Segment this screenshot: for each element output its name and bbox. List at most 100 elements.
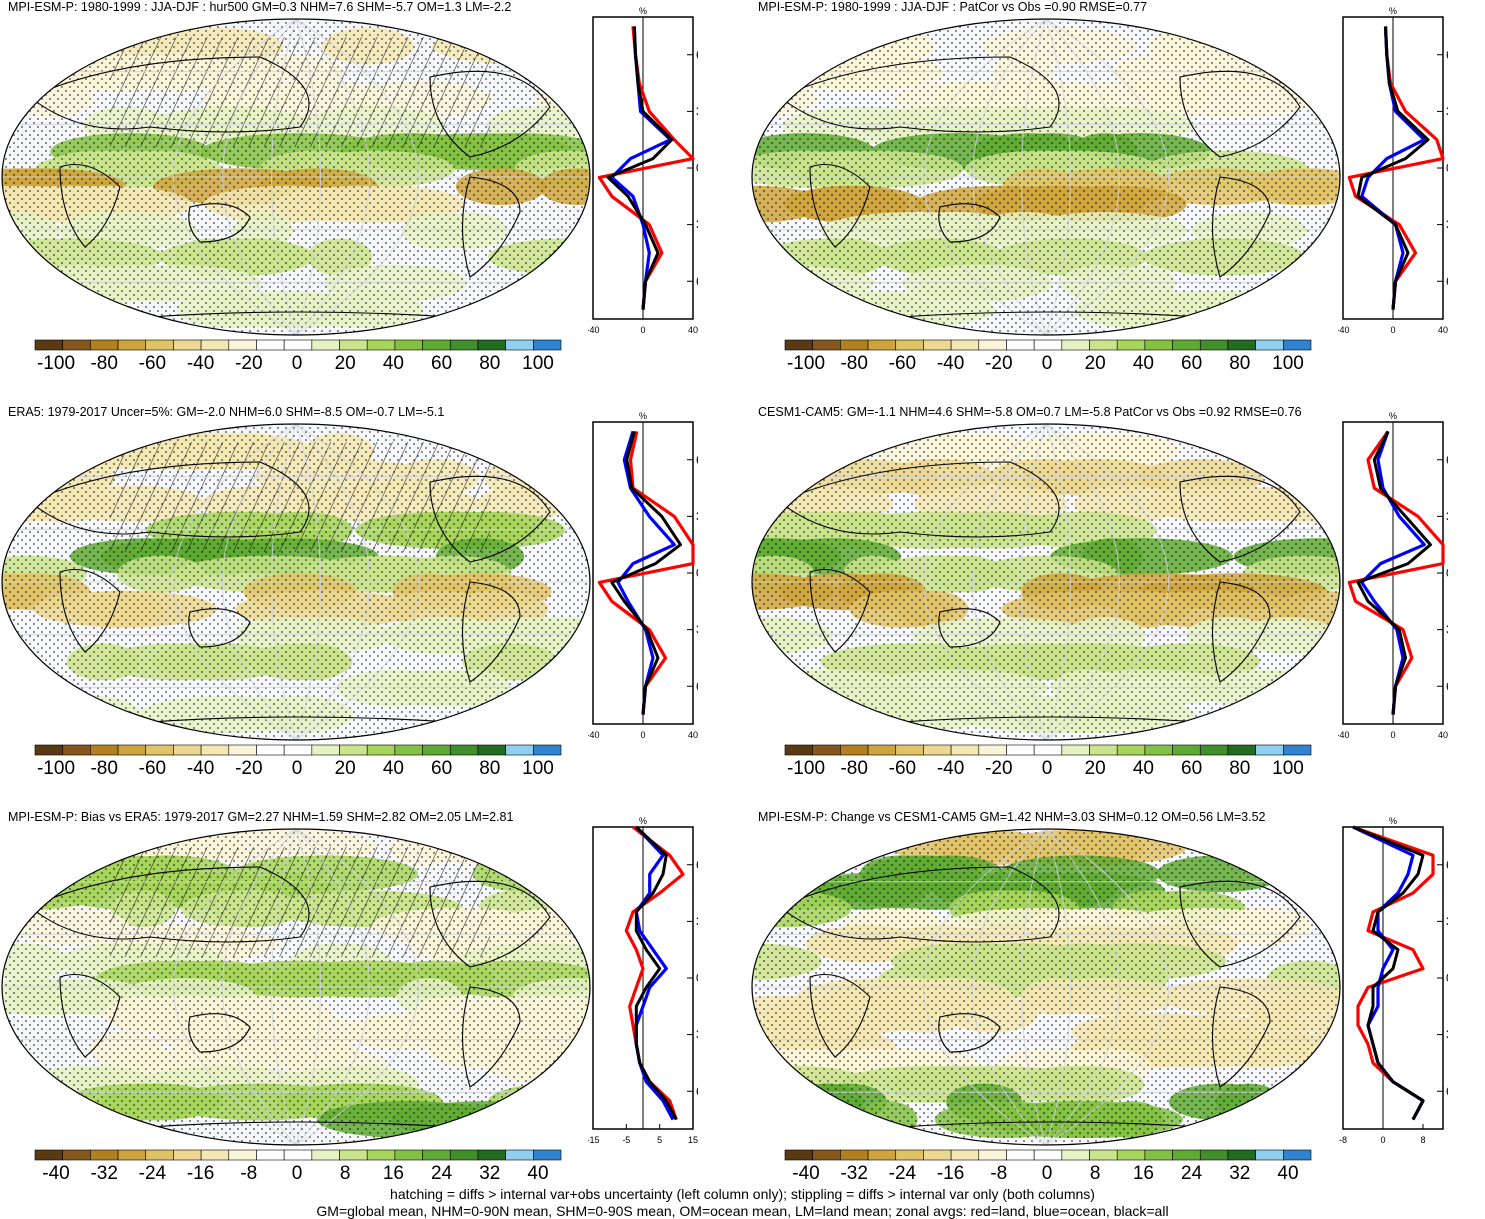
lat-tick-label: 60N [1446,48,1448,62]
colorbar-tick-label: -24 [138,1163,167,1184]
lat-tick-label: 60S [696,1084,698,1098]
colorbar-tick-label: 80 [479,758,501,779]
lat-tick-label: 0 [1446,161,1448,175]
x-tick-label: -8 [1339,1135,1347,1145]
colorbar-swatch [62,1149,91,1161]
lat-tick-label: 0 [1446,566,1448,580]
colorbar-tick-label: -60 [888,758,917,779]
colorbar-tick-label: 100 [1272,353,1304,374]
x-tick-label: 0 [640,730,645,740]
colorbar-swatch [1033,339,1063,351]
zonal-unit-label: % [1389,6,1397,16]
colorbar-swatch [422,1149,451,1161]
colorbar-swatch [867,339,897,351]
colorbar-swatch [978,744,1007,756]
lat-tick-label: 30N [1446,509,1448,523]
colorbar-tick-label: 32 [479,1163,501,1184]
world-map [1,828,591,1146]
colorbar-swatch [950,339,980,351]
colorbar-tick-label: 8 [1089,1163,1101,1184]
series-line-land [1352,825,1435,1121]
x-tick-label: 0 [640,325,645,335]
x-tick-label: 15 [688,1135,698,1145]
lat-tick-label: 30N [696,104,698,118]
x-tick-label: -40 [588,325,600,335]
x-tick-label: 40 [1438,325,1448,335]
colorbar-swatch [1283,744,1312,756]
zonal-unit-label: % [1389,411,1397,421]
colorbar-swatch [1144,1149,1173,1161]
colorbar-swatch [34,744,63,756]
colorbar-swatch [449,339,479,351]
colorbar-swatch [1199,744,1229,756]
colorbar-swatch [1006,1149,1035,1161]
colorbar-swatch [1283,1149,1312,1161]
colorbar-swatch [90,744,119,756]
colorbar-swatch [1006,339,1035,351]
colorbar-swatch [366,339,396,351]
colorbar-swatch [339,1149,368,1161]
lat-tick-label: 60S [1446,1084,1448,1098]
colorbar-swatch [1144,744,1173,756]
colorbar-swatch [228,1149,257,1161]
colorbar-swatch [1116,744,1146,756]
colorbar-swatch [173,339,202,351]
colorbar-swatch [1089,1149,1118,1161]
colorbar-swatch [173,1149,202,1161]
lat-tick-label: 30N [696,914,698,928]
colorbar-swatch [311,1149,340,1161]
series-line-all [1356,430,1432,715]
lat-tick-label: 30S [696,1028,698,1042]
colorbar-tick-label: 100 [522,758,554,779]
colorbar-tick-label: 40 [1132,353,1154,374]
colorbar-swatch [812,339,841,351]
colorbar-swatch [34,1149,63,1161]
colorbar-swatch [145,1149,174,1161]
colorbar-swatch [784,339,813,351]
colorbar-swatch [200,339,230,351]
colorbar-tick-label: 100 [522,353,554,374]
colorbar-swatch [784,744,813,756]
colorbar-swatch [449,744,479,756]
colorbar-swatch [533,1149,562,1161]
colorbar-swatch [256,1149,285,1161]
series-line-land [1347,26,1445,310]
lat-tick-label: 0 [696,161,698,175]
colorbar-tick-label: -60 [138,758,167,779]
zonal-mean-plot: % 60N 30N 0 30S 60S -40 0 40 [588,411,698,740]
colorbar-swatch [228,339,257,351]
colorbar-swatch [394,1149,423,1161]
panel-1: MPI-ESM-P: 1980-1999 : JJA-DJF : hur500 … [0,0,740,400]
colorbar [784,1149,1312,1161]
lat-tick-label: 60S [696,274,698,288]
x-tick-label: 0 [1390,730,1395,740]
world-map [751,18,1341,336]
colorbar-tick-label: -80 [840,758,868,779]
panel-5: MPI-ESM-P: Bias vs ERA5: 1979-2017 GM=2.… [0,810,740,1210]
series-line-all [634,825,678,1121]
x-tick-label: 40 [688,730,698,740]
colorbar [784,744,1312,756]
colorbar-swatch [145,744,174,756]
colorbar-tick-label: -60 [138,353,167,374]
colorbar-swatch [62,339,91,351]
colorbar-swatch [1199,1149,1229,1161]
colorbar-tick-label: 80 [1229,353,1251,374]
colorbar-swatch [283,744,313,756]
colorbar-swatch [812,1149,841,1161]
colorbar-tick-label: 0 [291,1163,303,1184]
panel-title: MPI-ESM-P: 1980-1999 : JJA-DJF : PatCor … [758,0,1148,14]
colorbar-tick-label: 32 [1229,1163,1251,1184]
colorbar-swatch [1172,339,1201,351]
colorbar-tick-label: 40 [1277,1163,1299,1184]
lat-tick-label: 60N [1446,858,1448,872]
colorbar-tick-label: -20 [985,353,1013,374]
colorbar-tick-label: 8 [339,1163,351,1184]
colorbar-swatch [228,744,257,756]
lat-tick-label: 60N [696,453,698,467]
colorbar-tick-label: 16 [1132,1163,1154,1184]
world-map [1,423,591,741]
lat-tick-label: 30S [1446,1028,1448,1042]
colorbar-swatch [1033,1149,1063,1161]
colorbar-swatch [533,744,562,756]
